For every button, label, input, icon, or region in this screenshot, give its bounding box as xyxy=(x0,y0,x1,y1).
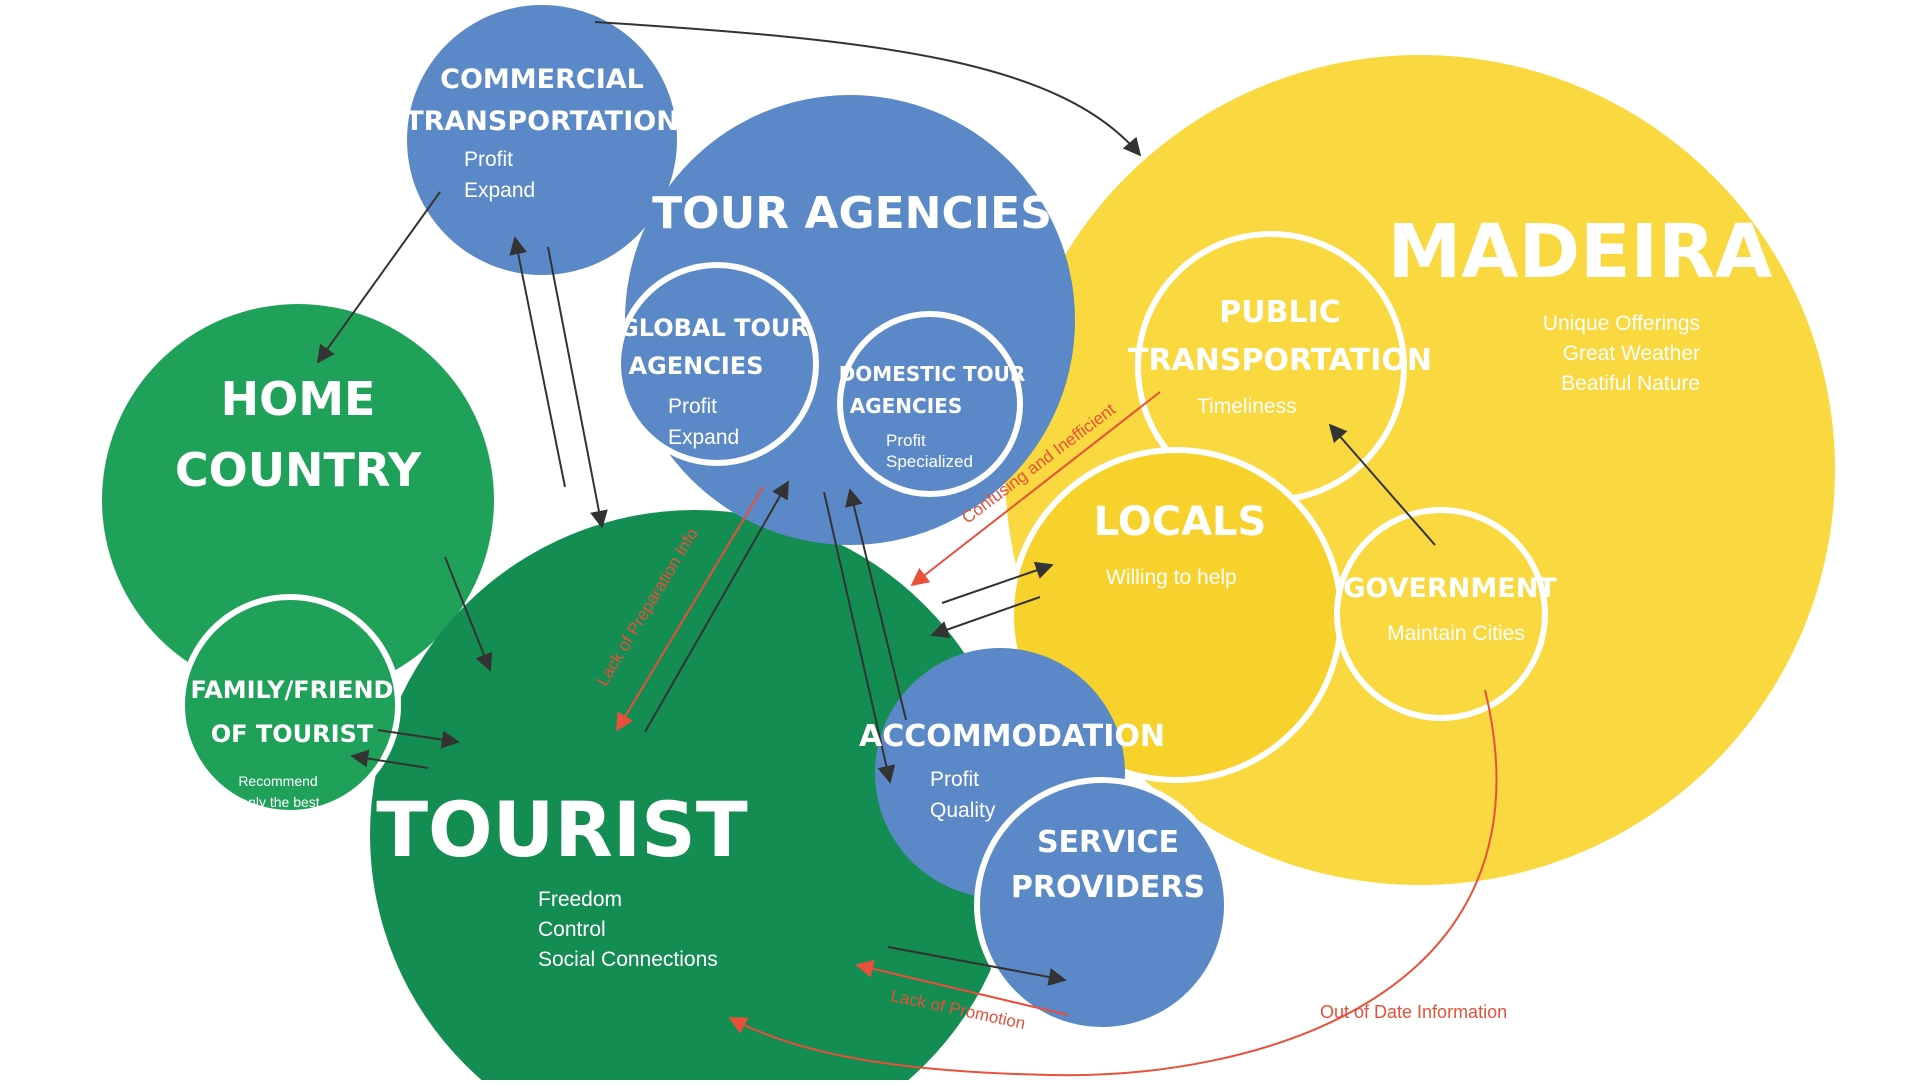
arrow-out-of-date xyxy=(728,689,1498,1077)
arrow-commercial-to-home xyxy=(316,191,441,364)
accommodation-title: ACCOMMODATION xyxy=(859,719,1165,754)
arrow-locals-to-tourist xyxy=(930,596,1041,639)
tourist-line: Freedom xyxy=(538,888,622,911)
commercial-line: Expand xyxy=(464,179,535,202)
madeira-line: Beatiful Nature xyxy=(1561,372,1700,395)
arrow-lack-of-preparation xyxy=(616,486,764,732)
tourist-line: Control xyxy=(538,918,606,941)
tour-agencies-title: TOUR AGENCIES xyxy=(652,188,1052,239)
domestic-tour-line: Specialized xyxy=(886,452,973,471)
arrow-home-to-tourist xyxy=(444,556,493,672)
global-tour-line: Expand xyxy=(668,426,739,449)
global-tour-line: Profit xyxy=(668,395,717,418)
arrow-tourist-to-family xyxy=(350,749,429,769)
family-title: FAMILY/FRIEND xyxy=(191,676,394,704)
public-transport-title: TRANSPORTATION xyxy=(1128,343,1432,378)
madeira-title: MADEIRA xyxy=(1388,209,1773,295)
dark-arrows xyxy=(316,21,1436,986)
arrow-government-to-public xyxy=(1328,423,1436,546)
arrow-commercial-to-madeira xyxy=(594,21,1142,157)
arrow-accommodation-to-agencies xyxy=(845,488,907,721)
commercial-title: TRANSPORTATION xyxy=(405,106,679,137)
accommodation-line: Profit xyxy=(930,768,979,791)
global-tour-agencies-circle xyxy=(615,262,819,466)
global-tour-title: GLOBAL TOUR xyxy=(619,314,809,342)
arrow-commercial-to-tourist xyxy=(547,246,608,529)
label-out-of-date: Out of Date Information xyxy=(1320,1002,1507,1022)
arrow-confusing xyxy=(910,391,1161,587)
arrow-tourist-to-agencies xyxy=(644,480,789,733)
arrow-tourist-to-commercial xyxy=(509,236,566,488)
arrow-lack-of-promotion xyxy=(855,959,1069,1016)
arrow-agencies-to-accommodation xyxy=(823,491,896,784)
domestic-tour-agencies-circle xyxy=(837,311,1023,497)
locals-title: LOCALS xyxy=(1094,499,1267,545)
arrow-tourist-to-locals xyxy=(941,561,1054,604)
service-providers-title: SERVICE xyxy=(1037,825,1179,860)
service-providers-title: PROVIDERS xyxy=(1011,870,1205,905)
arrow-tourist-to-service xyxy=(887,946,1067,986)
madeira-lines: Unique Offerings Great Weather Beatiful … xyxy=(1543,312,1700,395)
home-country-circle xyxy=(102,304,494,696)
government-line: Maintain Cities xyxy=(1387,622,1525,645)
madeira-line: Unique Offerings xyxy=(1543,312,1700,335)
home-country-title: COUNTRY xyxy=(175,443,422,497)
tourist-line: Social Connections xyxy=(538,948,718,971)
domestic-tour-line: Profit xyxy=(886,431,926,450)
family-line: Recommend xyxy=(238,773,317,789)
service-providers-circle xyxy=(974,777,1230,1033)
locals-line: Willing to help xyxy=(1106,566,1237,589)
domestic-tour-title: AGENCIES xyxy=(850,394,962,418)
arrow-family-to-tourist xyxy=(377,729,460,749)
government-circle xyxy=(1334,507,1548,721)
madeira-line: Great Weather xyxy=(1563,342,1700,365)
tourist-circle xyxy=(370,510,1020,1085)
red-arrows xyxy=(616,391,1498,1077)
public-transport-line: Timeliness xyxy=(1197,395,1297,418)
domestic-tour-title: DOMESTIC TOUR xyxy=(839,362,1026,386)
accommodation-line: Quality xyxy=(930,799,996,822)
global-tour-title: AGENCIES xyxy=(629,352,764,380)
commercial-title: COMMERCIAL xyxy=(440,64,644,95)
family-title: OF TOURIST xyxy=(211,720,374,748)
commercial-line: Profit xyxy=(464,148,513,171)
family-friend-circle xyxy=(179,594,401,816)
family-line: only the best xyxy=(240,794,319,810)
public-transport-title: PUBLIC xyxy=(1219,295,1341,330)
government-title: GOVERNMENT xyxy=(1343,573,1557,604)
home-country-title: HOME xyxy=(221,372,376,426)
tourist-title: TOURIST xyxy=(376,785,748,874)
commercial-transportation-circle xyxy=(407,5,677,275)
